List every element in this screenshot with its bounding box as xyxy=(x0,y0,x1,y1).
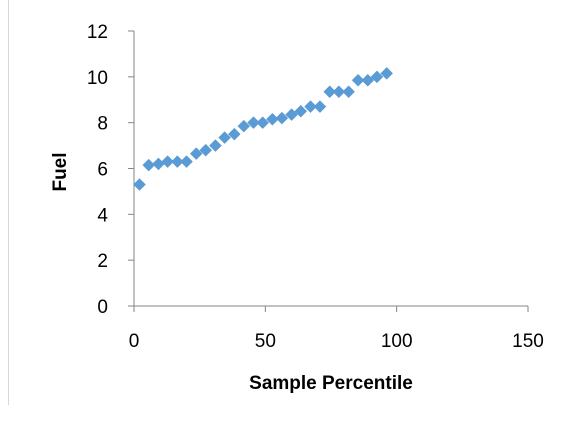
data-point xyxy=(342,85,355,99)
data-point xyxy=(361,73,375,87)
data-point xyxy=(313,100,327,113)
data-point xyxy=(370,70,384,84)
data-point xyxy=(351,73,365,87)
data-point xyxy=(218,131,231,144)
data-point xyxy=(256,116,270,130)
data-point xyxy=(199,143,213,157)
data-point xyxy=(227,127,241,141)
x-axis: 0 50 100 150 xyxy=(129,305,544,352)
data-point xyxy=(332,85,346,99)
y-tick-label: 4 xyxy=(97,205,108,226)
x-tick-label: 100 xyxy=(381,331,413,352)
y-tick-label: 8 xyxy=(97,114,108,135)
x-tick-label: 0 xyxy=(129,331,140,352)
data-point xyxy=(237,119,251,133)
x-axis-title: Sample Percentile xyxy=(249,373,413,394)
y-axis-title: Fuel xyxy=(50,152,71,191)
data-point xyxy=(180,155,193,168)
data-point xyxy=(161,155,174,168)
data-point xyxy=(294,104,308,118)
data-point xyxy=(142,158,156,172)
data-point xyxy=(285,108,298,121)
y-tick-label: 10 xyxy=(87,68,108,89)
y-tick-label: 12 xyxy=(87,22,108,43)
x-tick-label: 50 xyxy=(255,331,276,352)
data-point xyxy=(275,111,289,125)
data-point xyxy=(304,100,317,113)
x-tick-label: 150 xyxy=(512,331,544,352)
data-series xyxy=(133,67,394,191)
y-axis: 0 2 4 6 8 10 12 xyxy=(87,22,135,318)
data-point xyxy=(247,116,260,130)
data-point xyxy=(323,85,337,99)
y-tick-label: 2 xyxy=(97,251,108,272)
y-tick-label: 0 xyxy=(97,297,108,318)
data-point xyxy=(170,155,184,168)
y-tick-label: 6 xyxy=(97,160,108,181)
data-point xyxy=(209,139,222,152)
data-point xyxy=(380,67,394,80)
data-point xyxy=(133,178,146,191)
data-point xyxy=(189,147,203,160)
